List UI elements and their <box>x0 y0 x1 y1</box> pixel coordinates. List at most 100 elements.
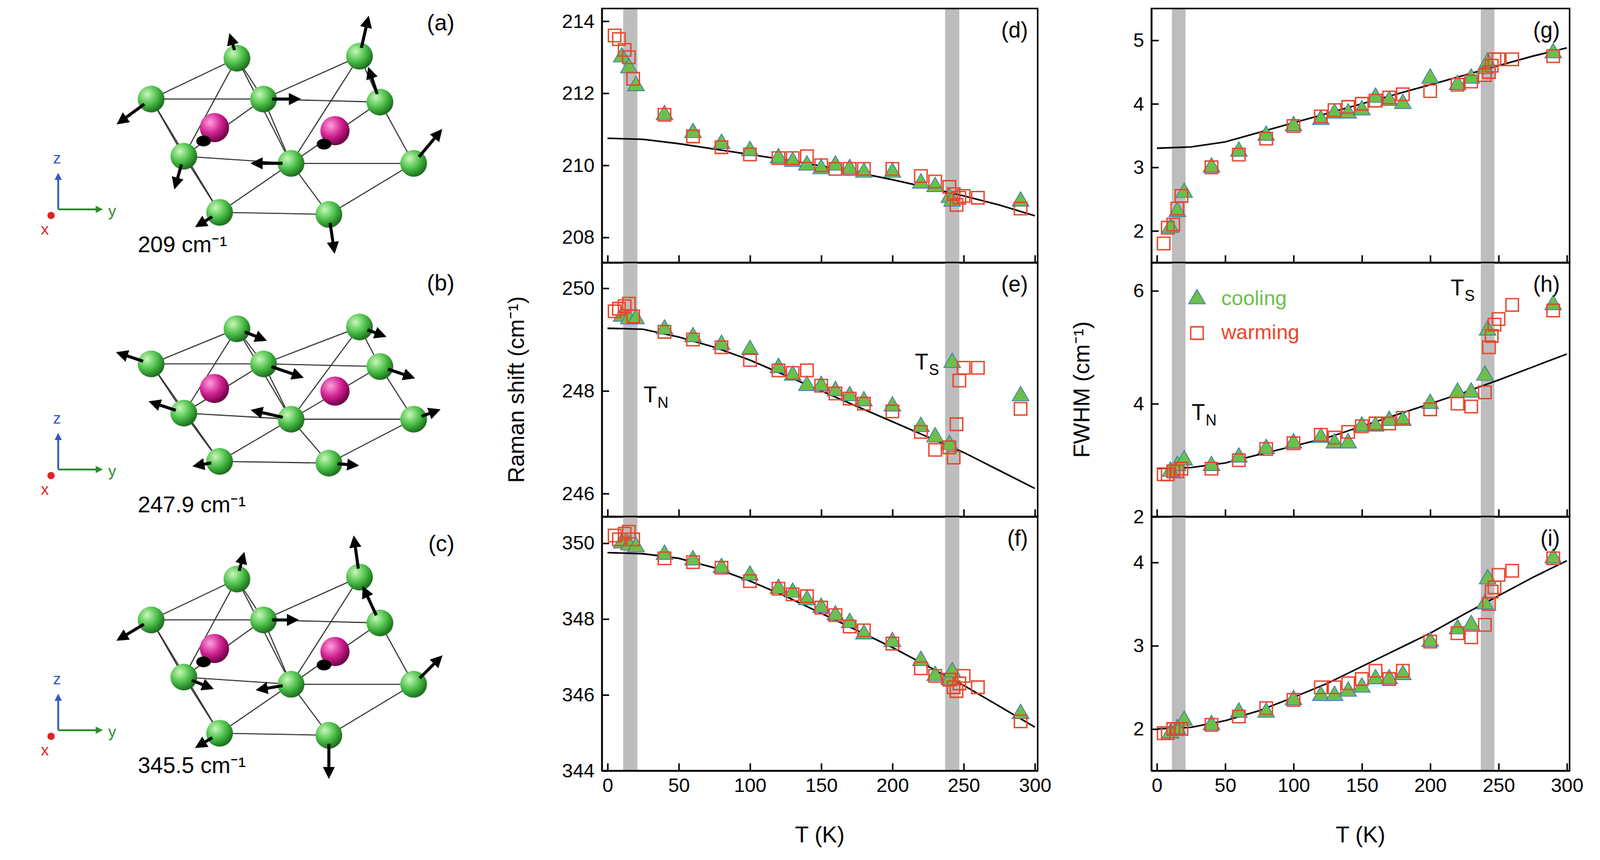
structure-diagram: xyz209 cm⁻¹(a) <box>40 10 455 258</box>
x-tick-mark <box>678 509 681 517</box>
x-tick-mark <box>1429 763 1432 771</box>
square-point <box>957 189 970 202</box>
x-tick-label: 0 <box>1151 774 1163 797</box>
square-point <box>1465 75 1478 88</box>
x-tick <box>1498 509 1500 517</box>
green-atom <box>400 406 427 433</box>
x-tick: 300 <box>1018 763 1052 797</box>
square-point <box>829 609 842 622</box>
y-axis: 208210212214 <box>562 9 610 264</box>
square-point <box>800 590 813 603</box>
x-tick-mark <box>1293 509 1295 517</box>
x-tick-label: 200 <box>1413 774 1447 797</box>
x-axis-line <box>602 770 1039 773</box>
y-axis: 2345 <box>1133 9 1159 264</box>
square-point <box>971 191 984 204</box>
transition-band <box>1480 8 1495 263</box>
y-tick: 6 <box>1133 279 1159 302</box>
x-tick-label: 100 <box>733 774 766 797</box>
square-point <box>843 620 856 633</box>
square-point <box>857 624 870 637</box>
x-tick <box>1293 255 1295 263</box>
y-axis-line <box>1150 9 1153 264</box>
square-point <box>815 379 828 392</box>
square-point <box>1314 110 1328 123</box>
triangle-point <box>784 365 802 381</box>
fit-line <box>1156 353 1568 469</box>
plot-area <box>607 8 1035 263</box>
x-axis: 050100150200250300 <box>1151 763 1584 797</box>
x-tick: 250 <box>947 763 980 797</box>
y-tick-label: 208 <box>562 226 595 249</box>
x-axis <box>602 255 1039 264</box>
y-tick-label: 5 <box>1133 29 1145 52</box>
y-tick: 246 <box>562 482 610 505</box>
transition-label: TN <box>643 382 669 411</box>
green-atom <box>137 85 165 113</box>
bond <box>183 364 264 414</box>
square-point <box>886 162 899 176</box>
square-point <box>914 425 928 438</box>
bond <box>328 419 414 464</box>
square-point <box>686 333 700 346</box>
square-point <box>1423 635 1436 648</box>
panel-label: (a) <box>426 10 455 36</box>
axis-letter: z <box>52 669 61 689</box>
x-tick-label: 250 <box>1482 774 1515 797</box>
displacement-arrow <box>421 410 437 417</box>
x-tick <box>679 509 680 517</box>
square-point <box>772 151 785 165</box>
x-tick <box>750 255 751 263</box>
y-tick-mark <box>601 618 610 621</box>
displacement-arrow <box>238 556 243 571</box>
x-axis-title: T (K) <box>795 822 845 848</box>
bond <box>237 328 292 420</box>
legend-marker <box>1188 289 1206 304</box>
y-tick-label: 2 <box>1133 505 1145 528</box>
bond <box>151 619 264 621</box>
square-point <box>618 43 631 56</box>
square-point <box>658 108 671 121</box>
displacement-arrow <box>271 618 294 622</box>
structure-diagram: xyz247.9 cm⁻¹(b) <box>40 270 455 518</box>
x-tick <box>750 509 751 517</box>
displacement-arrow <box>387 368 411 377</box>
square-point <box>950 685 963 698</box>
y-tick: 346 <box>562 683 610 706</box>
x-axis-dot <box>47 211 55 219</box>
x-tick <box>1293 509 1295 517</box>
square-point <box>786 588 799 601</box>
square-point <box>886 637 899 650</box>
plot-area <box>1156 262 1568 517</box>
square-point <box>1161 468 1174 481</box>
x-tick-mark <box>1293 255 1295 263</box>
bond <box>263 620 380 624</box>
square-point <box>1287 437 1300 450</box>
y-axis: 246 <box>1133 263 1159 528</box>
square-point <box>1314 681 1328 694</box>
x-tick <box>963 509 965 517</box>
triangle-point <box>812 159 830 174</box>
square-point <box>1547 304 1560 317</box>
displacement-arrow <box>354 540 359 569</box>
displacement-arrow <box>120 353 143 362</box>
y-axis-title: Raman shift (cm⁻¹) <box>503 296 529 484</box>
triangle-point <box>1168 201 1187 217</box>
triangle-point <box>627 309 645 325</box>
square-point <box>1205 462 1218 475</box>
x-tick-mark <box>891 763 894 771</box>
square-point <box>957 361 970 374</box>
displacement-arrow <box>255 161 283 165</box>
y-tick-mark <box>1151 562 1159 565</box>
plot-area <box>607 262 1035 517</box>
legend-marker <box>1190 327 1204 340</box>
y-axis-arrow <box>58 208 101 211</box>
square-point <box>1547 49 1560 63</box>
x-tick-label: 0 <box>602 774 614 797</box>
y-tick: 212 <box>562 82 610 104</box>
x-tick <box>821 509 822 517</box>
triangle-point <box>1380 91 1398 106</box>
transition-band <box>945 8 960 263</box>
bond <box>263 99 380 103</box>
plot-area <box>1156 516 1568 771</box>
